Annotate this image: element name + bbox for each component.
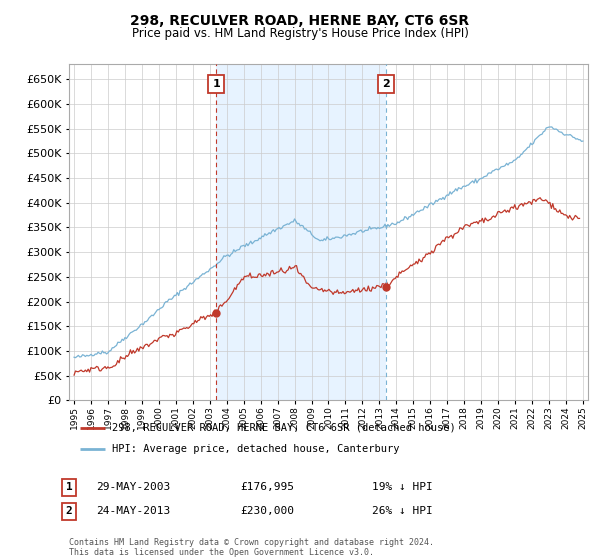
Text: £230,000: £230,000 [240,506,294,516]
Text: 24-MAY-2013: 24-MAY-2013 [96,506,170,516]
Text: 298, RECULVER ROAD, HERNE BAY, CT6 6SR: 298, RECULVER ROAD, HERNE BAY, CT6 6SR [130,14,470,28]
Text: Price paid vs. HM Land Registry's House Price Index (HPI): Price paid vs. HM Land Registry's House … [131,27,469,40]
Text: £176,995: £176,995 [240,482,294,492]
Text: Contains HM Land Registry data © Crown copyright and database right 2024.
This d: Contains HM Land Registry data © Crown c… [69,538,434,557]
Text: 1: 1 [212,79,220,89]
Text: HPI: Average price, detached house, Canterbury: HPI: Average price, detached house, Cant… [112,444,400,454]
Text: 26% ↓ HPI: 26% ↓ HPI [372,506,433,516]
Text: 19% ↓ HPI: 19% ↓ HPI [372,482,433,492]
Text: 1: 1 [65,482,73,492]
Bar [216,64,386,400]
Text: 298, RECULVER ROAD, HERNE BAY, CT6 6SR (detached house): 298, RECULVER ROAD, HERNE BAY, CT6 6SR (… [112,423,456,433]
Text: 2: 2 [382,79,390,89]
Text: 2: 2 [65,506,73,516]
Text: 29-MAY-2003: 29-MAY-2003 [96,482,170,492]
